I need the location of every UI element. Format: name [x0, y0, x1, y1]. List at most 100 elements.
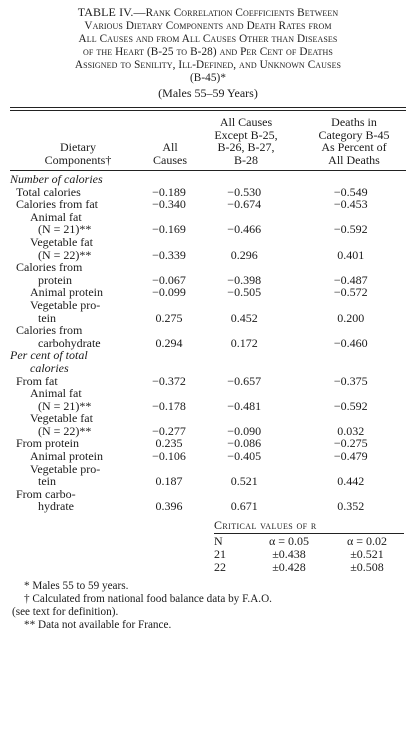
footnotes: * Males 55 to 59 years. † Calculated fro…	[10, 580, 406, 632]
coefficient-cell: −0.481	[227, 398, 262, 413]
coefficient-cell: 0.032	[337, 423, 365, 438]
coefficient-cell: 0.187	[155, 474, 183, 489]
correlation-table: Number of calories Total calories −0.189 −0…	[10, 173, 406, 513]
coefficient-cell	[193, 261, 296, 274]
coefficient-cell: −0.592	[333, 398, 368, 413]
title-line: Various Dietary Components and Death Rat…	[84, 20, 332, 32]
table-row: From fat −0.372 −0.657 −0.375	[10, 373, 406, 388]
table-row: Vegetable fat	[10, 236, 406, 249]
row-label: From fat	[16, 373, 58, 388]
row-label: Animal protein	[30, 285, 103, 300]
coefficient-cell: 0.442	[337, 474, 365, 489]
coefficient-cell: −0.090	[227, 423, 262, 438]
coefficient-cell: −0.453	[333, 197, 368, 212]
footnote: † Calculated from national food balance …	[24, 593, 272, 606]
coefficient-cell	[145, 362, 193, 375]
table-row: Animal fat	[10, 211, 406, 224]
coefficient-cell	[193, 412, 296, 425]
coefficient-cell	[296, 324, 407, 337]
coefficient-cell: −0.572	[333, 285, 368, 300]
top-rule	[10, 107, 406, 111]
table-row: (N = 22)** −0.339 0.296 0.401	[10, 247, 406, 262]
table-row: tein 0.275 0.452 0.200	[10, 310, 406, 325]
coefficient-cell	[296, 387, 407, 400]
column-headers: Dietary Components† All Causes All Cause…	[10, 111, 406, 170]
header-deaths-b45: Deaths in Category B-45 As Percent of Al…	[318, 115, 390, 167]
critical-values-row: 21 ±0.438 ±0.521	[214, 547, 384, 562]
coefficient-cell: −0.530	[227, 184, 262, 199]
coefficient-cell: −0.460	[333, 335, 368, 350]
coefficient-cell: −0.466	[227, 222, 262, 237]
coefficient-cell	[193, 387, 296, 400]
table-row: Vegetable fat	[10, 412, 406, 425]
table-number: TABLE IV.—	[77, 5, 146, 19]
row-label: tein	[38, 310, 56, 325]
header-dietary-components: Dietary Components†	[44, 140, 112, 167]
coefficient-cell: −0.479	[333, 449, 368, 464]
coefficient-cell: −0.657	[227, 373, 262, 388]
table-row: protein −0.067 −0.398 −0.487	[10, 274, 406, 287]
critical-values-title: Critical values of r	[214, 518, 317, 533]
coefficient-cell	[145, 299, 193, 312]
table-row: Vegetable pro-	[10, 463, 406, 476]
row-label: Animal fat	[30, 209, 82, 224]
coefficient-cell	[145, 324, 193, 337]
critical-values-row: 22 ±0.428 ±0.508	[214, 560, 384, 575]
coefficient-cell: −0.398	[227, 272, 262, 287]
critical-values-rule	[214, 533, 404, 535]
coefficient-cell: −0.405	[227, 449, 262, 464]
footnote: ** Data not available for France.	[24, 619, 172, 632]
table-row: Number of calories	[10, 173, 406, 186]
table-row: calories	[10, 362, 406, 375]
table-row: Total calories −0.189 −0.530 −0.549	[10, 184, 406, 199]
coefficient-cell: −0.340	[152, 197, 186, 212]
coefficient-cell	[193, 173, 296, 186]
table-row: Animal fat	[10, 387, 406, 400]
coefficient-cell: −0.169	[152, 222, 186, 237]
coefficient-cell: −0.106	[152, 449, 186, 464]
table-row: Animal protein −0.106 −0.405 −0.479	[10, 450, 406, 463]
row-label: Total calories	[16, 184, 81, 199]
table-row: (N = 21)** −0.178 −0.481 −0.592	[10, 400, 406, 413]
table-row: Vegetable pro-	[10, 299, 406, 312]
row-label: (N = 22)**	[38, 247, 92, 262]
table-title: TABLE IV.—Rank Correlation Coefficients …	[10, 6, 406, 85]
coefficient-cell: 0.200	[337, 310, 365, 325]
coefficient-cell	[296, 349, 407, 362]
row-label: tein	[38, 474, 56, 489]
row-label: Number of calories	[10, 172, 103, 186]
row-label: (N = 22)**	[38, 423, 92, 438]
coefficient-cell: −0.067	[152, 272, 186, 287]
coefficient-cell: −0.505	[227, 285, 262, 300]
row-label: calories	[30, 360, 69, 375]
row-label: hydrate	[38, 499, 74, 514]
coefficient-cell: −0.674	[227, 197, 262, 212]
row-label: protein	[38, 272, 72, 287]
coefficient-cell: 0.352	[337, 499, 365, 514]
table-row: Calories from	[10, 261, 406, 274]
table-row: Calories from	[10, 324, 406, 337]
table-row: Calories from fat −0.340 −0.674 −0.453	[10, 198, 406, 211]
coefficient-cell: 0.401	[337, 247, 365, 262]
coefficient-cell	[296, 412, 407, 425]
coefficient-cell: 0.396	[155, 499, 183, 514]
row-label: Animal protein	[30, 449, 103, 464]
coefficient-cell	[193, 362, 296, 375]
row-label: Vegetable fat	[30, 411, 93, 426]
title-line: Assigned to Senility, Ill-Defined, and U…	[74, 59, 342, 71]
critical-values-header: N α = 0.05 α = 0.02	[214, 534, 388, 549]
row-label: Calories from fat	[16, 197, 98, 212]
coefficient-cell: 0.671	[230, 499, 258, 514]
row-label: Vegetable fat	[30, 234, 93, 249]
header-all-causes: All Causes	[153, 140, 187, 167]
coefficient-cell	[296, 236, 407, 249]
coefficient-cell: −0.277	[152, 423, 186, 438]
coefficient-cell	[145, 261, 193, 274]
table-row: Per cent of total	[10, 349, 406, 362]
title-line: Rank Correlation Coefficients Between	[145, 7, 339, 19]
row-label: Vegetable pro-	[30, 297, 101, 312]
row-label: Per cent of total	[10, 348, 88, 363]
coefficient-cell	[145, 173, 193, 186]
table-subtitle: (Males 55–59 Years)	[158, 86, 258, 100]
